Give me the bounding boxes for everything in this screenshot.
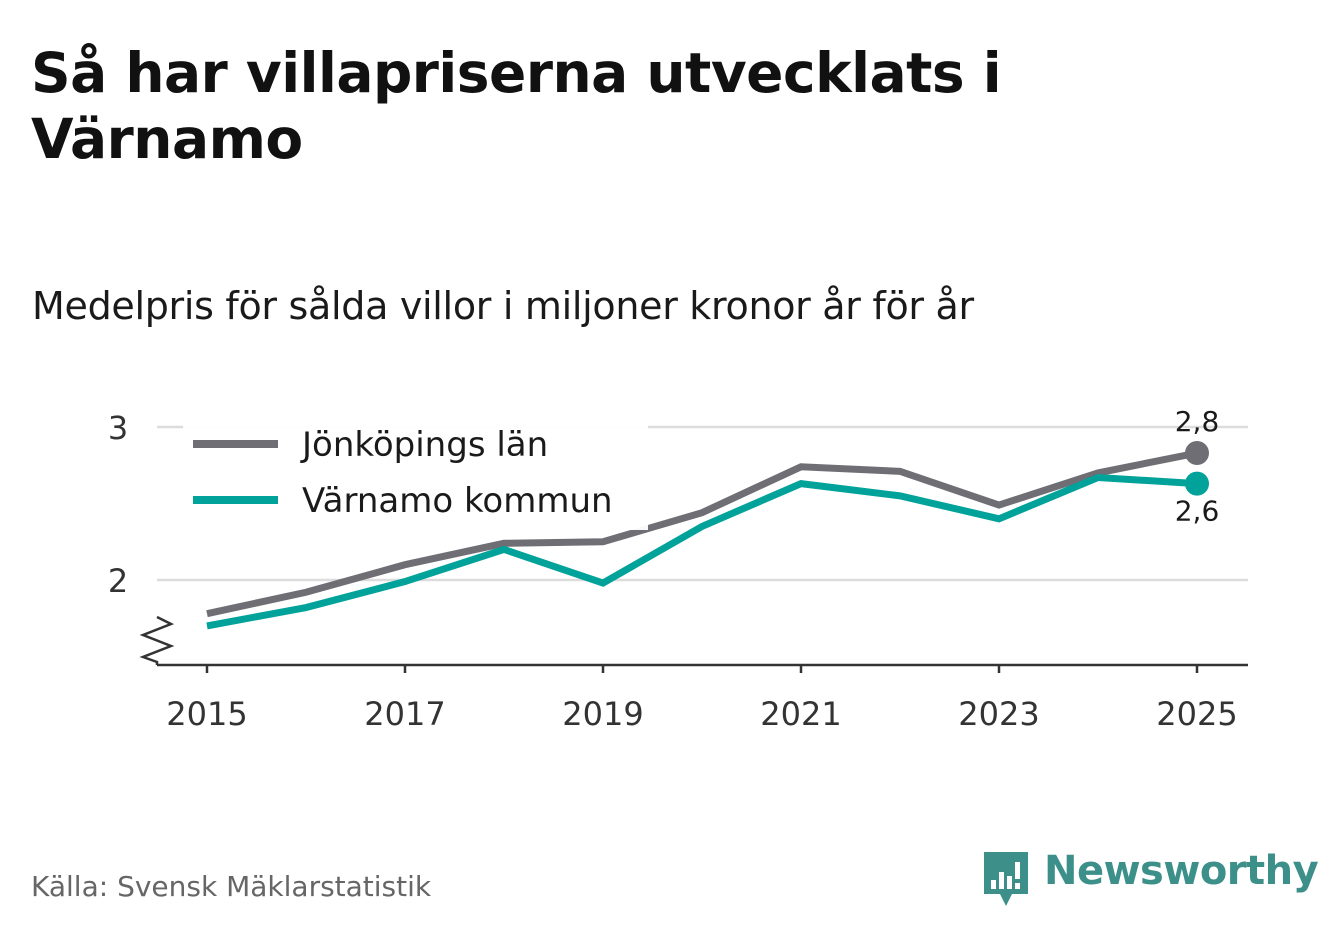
x-tick-label: 2017 (364, 695, 445, 733)
series-end-marker (1185, 441, 1209, 466)
x-tick-label: 2023 (958, 695, 1039, 733)
axis-break-icon (139, 615, 175, 665)
legend-label: Värnamo kommun (302, 481, 613, 521)
legend-label: Jönköpings län (300, 425, 548, 465)
y-tick-label: 2 (108, 562, 128, 600)
brand-logo: Newsworthy (982, 848, 1319, 908)
x-tick-label: 2025 (1156, 695, 1237, 733)
end-value-label: 2,6 (1175, 495, 1220, 528)
series-line (206, 449, 1198, 618)
series-line (206, 473, 1198, 630)
chart-title: Så har villapriserna utvecklats i Värnam… (31, 41, 1002, 171)
end-labels: 2,8 2,6 (1175, 405, 1220, 528)
source-note: Källa: Svensk Mäklarstatistik (31, 870, 432, 903)
end-value-label: 2,8 (1175, 405, 1220, 438)
axes: 2 3 2015 2017 2019 2021 2023 2025 (108, 409, 1248, 733)
brand-name: Newsworthy (1044, 848, 1319, 894)
x-tick-label: 2015 (166, 695, 247, 733)
series-lines (206, 441, 1209, 630)
legend: Jönköpings län Värnamo kommun (183, 425, 648, 530)
chart-subtitle: Medelpris för sålda villor i miljoner kr… (32, 284, 974, 328)
bar-chart-speech-bubble-icon (984, 852, 1028, 906)
x-tick-label: 2019 (562, 695, 643, 733)
x-tick-label: 2021 (760, 695, 841, 733)
y-tick-label: 3 (108, 409, 128, 447)
series-end-marker (1185, 471, 1209, 496)
